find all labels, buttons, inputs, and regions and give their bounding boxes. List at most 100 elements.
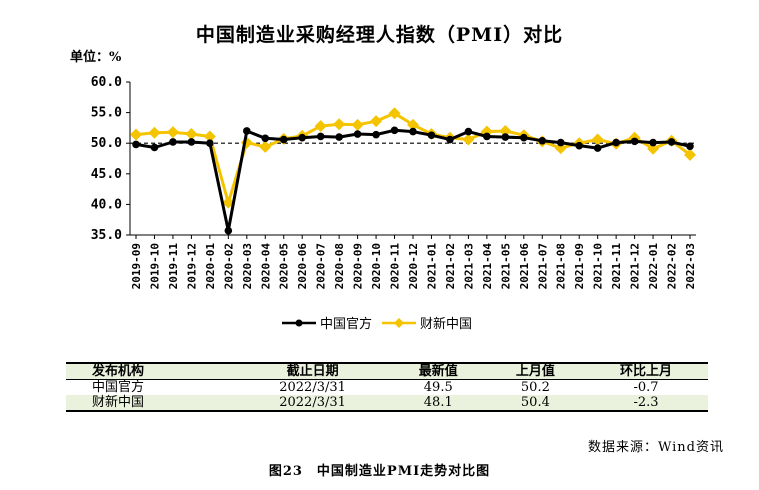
data-point-official [556, 138, 565, 147]
y-tick-label: 60.0 [91, 75, 122, 90]
legend-item-official: 中国官方 [280, 313, 372, 332]
data-point-caixin [499, 124, 512, 137]
data-point-caixin [462, 133, 475, 146]
data-point-official [464, 127, 473, 136]
table-header: 环比上月 [583, 363, 708, 380]
x-tick-label: 2020-06 [296, 243, 309, 290]
table-cell: 财新中国 [92, 395, 145, 410]
data-point-official [132, 140, 140, 149]
x-tick-label: 2021-10 [592, 243, 605, 289]
data-point-official [335, 133, 343, 141]
data-point-official [575, 141, 583, 150]
data-point-caixin [647, 142, 660, 155]
data-point-official [224, 226, 233, 235]
data-point-official [667, 138, 676, 146]
table-header: 上月值 [486, 363, 584, 380]
data-point-official [298, 133, 307, 142]
table-cell: 中国官方 [92, 380, 145, 395]
x-tick-label: 2021-12 [629, 243, 642, 289]
chart-legend: 中国官方 财新中国 [280, 313, 480, 332]
data-point-caixin [130, 128, 142, 141]
x-tick-label: 2019-12 [185, 243, 198, 289]
x-tick-label: 2019-11 [167, 243, 180, 290]
y-tick-label: 40.0 [91, 197, 122, 212]
data-point-caixin [351, 118, 364, 131]
y-tick-label: 35.0 [91, 228, 122, 243]
figure-caption: 图23 中国制造业PMI走势对比图 [268, 464, 491, 479]
x-tick-label: 2021-09 [573, 243, 586, 289]
x-tick-label: 2020-09 [352, 243, 365, 289]
data-point-caixin [148, 126, 161, 139]
table-cell: 50.2 [520, 380, 550, 395]
legend-marker-official [282, 319, 316, 326]
data-point-caixin [166, 126, 179, 139]
x-tick-label: 2021-08 [555, 243, 568, 289]
data-point-caixin [388, 107, 401, 120]
data-point-official [649, 138, 657, 147]
data-point-official [630, 137, 639, 146]
data-point-caixin [554, 142, 567, 155]
table-cell: 50.4 [520, 395, 550, 410]
x-tick-label: 2020-05 [278, 243, 291, 289]
data-point-official [169, 138, 177, 146]
x-tick-label: 2021-04 [481, 243, 494, 290]
table-row: 财新中国 2022/3/31 48.1 50.4 -2.3 [66, 395, 708, 411]
data-point-official [261, 134, 270, 143]
x-tick-label: 2021-11 [610, 243, 623, 290]
x-tick-label: 2020-10 [370, 243, 383, 289]
x-tick-label: 2021-03 [462, 243, 475, 289]
data-point-official [409, 127, 417, 136]
legend-label-caixin: 财新中国 [420, 317, 473, 332]
x-tick-label: 2019-10 [148, 243, 161, 289]
x-tick-label: 2020-03 [241, 243, 254, 289]
table-cell: 2022/3/31 [279, 395, 346, 410]
data-point-caixin [222, 196, 235, 209]
x-tick-label: 2020-11 [389, 243, 402, 290]
table-header-row: 发布机构 截止日期 最新值 上月值 环比上月 [66, 363, 708, 380]
data-point-official [593, 144, 602, 152]
chart-title: 中国制造业采购经理人指数（PMI）对比 [195, 24, 564, 46]
data-point-official [150, 143, 159, 152]
data-point-caixin [684, 148, 696, 161]
data-point-caixin [407, 118, 419, 131]
data-point-official [446, 135, 454, 144]
table-header: 最新值 [389, 363, 487, 380]
data-point-caixin [314, 120, 327, 133]
data-point-official [501, 133, 510, 141]
data-point-official [483, 132, 491, 141]
data-point-caixin [333, 118, 346, 131]
x-tick-label: 2020-08 [333, 243, 346, 289]
x-tick-label: 2021-05 [499, 243, 512, 289]
y-tick-label: 50.0 [91, 136, 122, 151]
x-tick-label: 2021-01 [425, 243, 438, 290]
data-point-caixin [185, 128, 198, 141]
series-line-official [135, 128, 691, 233]
x-tick-label: 2019-09 [130, 243, 143, 289]
table-cell: -0.7 [633, 380, 659, 395]
table-cell: 49.5 [423, 380, 453, 395]
data-point-official [243, 127, 251, 135]
data-point-official [353, 130, 362, 138]
legend-marker-caixin [382, 317, 417, 328]
x-tick-label: 2020-02 [222, 243, 235, 289]
data-point-official [187, 138, 196, 146]
data-point-caixin [259, 140, 272, 153]
x-tick-label: 2022-02 [666, 243, 679, 289]
data-point-official [520, 133, 528, 142]
data-point-official [686, 142, 694, 151]
x-tick-label: 2021-07 [536, 243, 549, 289]
pmi-summary-table: 发布机构 截止日期 最新值 上月值 环比上月 中国官方 2022/3/31 49… [66, 362, 708, 412]
y-tick-label: 45.0 [91, 167, 122, 182]
data-point-caixin [203, 130, 216, 143]
pmi-line-chart: 35.0 40.0 45.0 50.0 55.0 60.0 2019-09 2019-10 20… [91, 75, 697, 290]
x-tick-label: 2022-01 [647, 243, 660, 290]
data-point-caixin [370, 115, 383, 128]
x-tick-label: 2020-12 [407, 243, 420, 289]
data-point-official [372, 130, 380, 139]
data-point-caixin [591, 133, 604, 146]
data-point-official [612, 138, 620, 147]
x-tick-label: 2022-03 [684, 243, 697, 289]
x-tick-label: 2021-02 [444, 243, 457, 289]
table-row: 中国官方 2022/3/31 49.5 50.2 -0.7 [66, 380, 708, 396]
x-tick-label: 2021-06 [518, 243, 531, 290]
